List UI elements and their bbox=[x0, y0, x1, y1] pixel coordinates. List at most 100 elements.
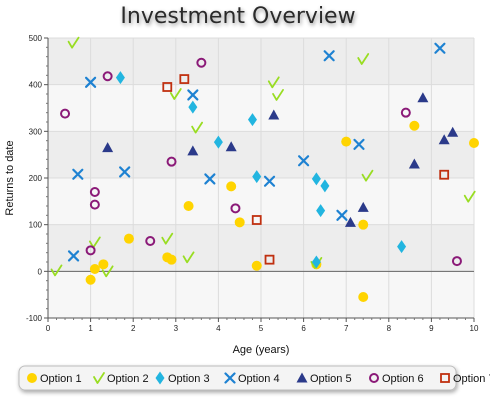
legend-item-4[interactable]: Option 4 bbox=[224, 372, 280, 385]
data-point bbox=[434, 42, 446, 54]
data-point bbox=[123, 233, 134, 244]
data-point bbox=[50, 264, 63, 277]
y-tick-label: 400 bbox=[29, 81, 43, 90]
legend-label: Option 7 bbox=[453, 373, 490, 385]
y-tick-label: 100 bbox=[29, 221, 43, 230]
data-point bbox=[85, 274, 96, 285]
data-point bbox=[247, 113, 257, 127]
data-point bbox=[361, 169, 374, 182]
data-point bbox=[298, 155, 310, 167]
legend-label: Option 1 bbox=[40, 373, 82, 385]
data-point bbox=[357, 53, 370, 65]
legend-marker bbox=[369, 373, 379, 383]
legend-marker bbox=[155, 371, 165, 385]
legend-marker bbox=[224, 372, 236, 384]
x-tick-label: 2 bbox=[131, 324, 136, 333]
y-axis-ticks: -100 0 100 200 300 400 500 bbox=[26, 34, 48, 323]
data-point bbox=[447, 126, 459, 137]
data-point bbox=[469, 138, 479, 148]
data-point bbox=[89, 264, 100, 274]
x-axis-ticks: 0 1 2 3 4 5 6 7 8 9 10 bbox=[46, 318, 479, 333]
legend-label: Option 2 bbox=[107, 373, 149, 385]
x-tick-label: 1 bbox=[88, 324, 93, 333]
x-tick-label: 4 bbox=[216, 324, 221, 333]
x-tick-label: 8 bbox=[387, 324, 392, 333]
data-point bbox=[204, 173, 216, 185]
data-point bbox=[85, 76, 97, 88]
data-point bbox=[272, 89, 284, 101]
data-point bbox=[251, 215, 262, 225]
data-point bbox=[191, 121, 203, 134]
data-point bbox=[409, 120, 420, 131]
data-point bbox=[417, 92, 429, 103]
data-point bbox=[119, 166, 131, 178]
data-point bbox=[145, 236, 156, 246]
data-point bbox=[353, 138, 365, 150]
data-point bbox=[67, 250, 80, 262]
legend-item-5[interactable]: Option 5 bbox=[296, 372, 352, 386]
x-tick-label: 6 bbox=[301, 324, 306, 333]
data-point bbox=[230, 203, 241, 214]
data-point bbox=[102, 71, 113, 82]
data-point bbox=[166, 254, 177, 265]
legend-item-1[interactable]: Option 1 bbox=[27, 373, 82, 385]
series-7 bbox=[162, 74, 450, 265]
data-point bbox=[226, 181, 237, 192]
y-tick-label: 0 bbox=[38, 267, 43, 276]
legend-marker bbox=[296, 372, 308, 383]
legend-label: Option 4 bbox=[238, 373, 280, 385]
data-point bbox=[438, 134, 450, 145]
data-points bbox=[50, 36, 479, 302]
data-point bbox=[358, 219, 369, 230]
x-tick-label: 5 bbox=[259, 324, 264, 333]
data-point bbox=[234, 217, 245, 228]
data-point bbox=[311, 172, 321, 186]
data-point bbox=[225, 141, 237, 152]
data-point bbox=[344, 216, 356, 227]
data-point bbox=[182, 251, 195, 264]
series-4 bbox=[67, 42, 446, 262]
x-tick-label: 3 bbox=[174, 324, 179, 333]
x-tick-label: 10 bbox=[470, 324, 479, 333]
data-point bbox=[98, 259, 109, 270]
data-point bbox=[323, 50, 335, 62]
legend-item-7[interactable]: Option 7 bbox=[440, 373, 490, 385]
data-point bbox=[72, 168, 84, 180]
data-point bbox=[439, 169, 450, 180]
data-point bbox=[400, 107, 411, 118]
data-point bbox=[188, 100, 198, 114]
data-point bbox=[89, 199, 100, 210]
y-axis-title: Returns to date bbox=[4, 140, 16, 215]
y-tick-label: -100 bbox=[26, 314, 43, 323]
data-point bbox=[357, 201, 369, 212]
series-5 bbox=[102, 92, 459, 227]
y-tick-label: 300 bbox=[29, 127, 43, 136]
data-point bbox=[187, 145, 199, 156]
x-axis-title: Age (years) bbox=[233, 344, 290, 356]
data-point bbox=[161, 232, 174, 245]
chart-title: Investment Overview bbox=[120, 4, 355, 29]
legend-box bbox=[18, 365, 457, 391]
data-point bbox=[463, 190, 476, 203]
legend-item-6[interactable]: Option 6 bbox=[369, 373, 424, 385]
data-point bbox=[85, 245, 96, 256]
data-point bbox=[179, 74, 190, 84]
data-point bbox=[187, 89, 199, 101]
data-point bbox=[115, 71, 125, 85]
legend-label: Option 3 bbox=[168, 373, 210, 385]
data-point bbox=[336, 209, 348, 221]
legend-item-3[interactable]: Option 3 bbox=[155, 371, 210, 386]
y-tick-label: 200 bbox=[29, 174, 43, 183]
data-point bbox=[358, 292, 369, 302]
legend-item-2[interactable]: Option 2 bbox=[93, 372, 149, 385]
data-point bbox=[252, 170, 262, 184]
data-point bbox=[196, 57, 207, 68]
data-point bbox=[183, 201, 194, 211]
data-point bbox=[320, 179, 330, 193]
data-point bbox=[102, 142, 114, 153]
data-point bbox=[451, 256, 462, 267]
data-point bbox=[264, 254, 275, 265]
data-point bbox=[166, 156, 177, 167]
series-3 bbox=[115, 71, 407, 269]
